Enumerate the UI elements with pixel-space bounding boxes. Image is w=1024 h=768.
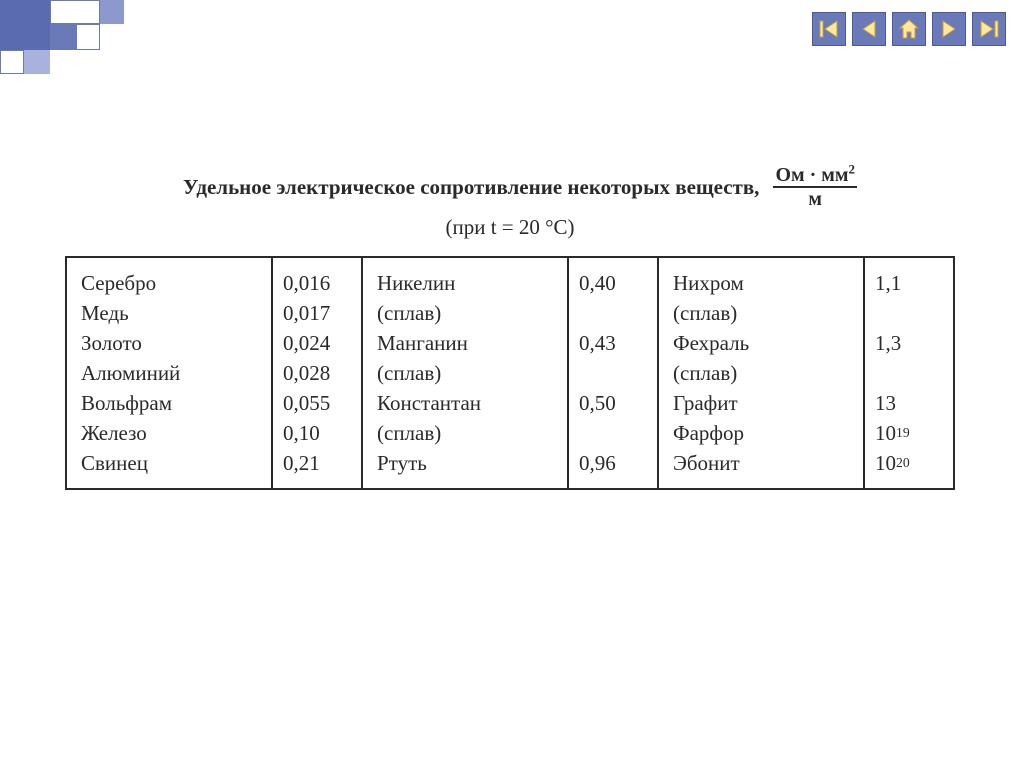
value-cell: 0,055 (283, 388, 351, 418)
material-cell: Фарфор (673, 418, 859, 448)
value-cell (579, 418, 647, 448)
home-icon (897, 17, 921, 41)
value-cell: 1019 (875, 418, 943, 448)
last-slide-button[interactable] (972, 12, 1006, 46)
material-cell: Графит (673, 388, 859, 418)
value-cell: 1,1 (875, 268, 943, 298)
value-cell: 0,21 (283, 448, 351, 478)
slide-subtitle: (при t = 20 °C) (65, 215, 955, 240)
material-cell: (сплав) (673, 358, 859, 388)
material-cell: Никелин (377, 268, 563, 298)
material-cell: Медь (81, 298, 267, 328)
first-icon (817, 17, 841, 41)
decor-square (76, 24, 100, 50)
value-cell: 0,016 (283, 268, 351, 298)
value-column: 0,40 0,43 0,50 0,96 (569, 258, 657, 488)
corner-decor (0, 0, 220, 70)
material-cell: (сплав) (673, 298, 859, 328)
value-cell (875, 298, 943, 328)
table-column-group: Нихром(сплав)Фехраль(сплав)ГрафитФарфорЭ… (659, 258, 953, 488)
next-slide-button[interactable] (932, 12, 966, 46)
decor-square (100, 0, 124, 24)
material-cell: Константан (377, 388, 563, 418)
slide-content: Удельное электрическое сопротивление нек… (65, 165, 955, 490)
value-cell: 0,96 (579, 448, 647, 478)
decor-square (50, 24, 76, 50)
unit-denominator: м (808, 188, 822, 209)
unit-fraction: Ом · мм2 м (773, 165, 857, 209)
value-cell: 0,10 (283, 418, 351, 448)
value-cell: 0,024 (283, 328, 351, 358)
material-column: СереброМедьЗолотоАлюминийВольфрамЖелезоС… (67, 258, 273, 488)
resistivity-table: СереброМедьЗолотоАлюминийВольфрамЖелезоС… (65, 256, 955, 490)
material-cell: Свинец (81, 448, 267, 478)
slide-nav (812, 12, 1006, 46)
value-cell (875, 358, 943, 388)
value-cell: 0,50 (579, 388, 647, 418)
prev-slide-button[interactable] (852, 12, 886, 46)
title-text: Удельное электрическое сопротивление нек… (183, 175, 759, 200)
value-cell: 1020 (875, 448, 943, 478)
decor-square (50, 0, 100, 24)
prev-icon (857, 17, 881, 41)
material-column: Никелин(сплав)Манганин(сплав)Константан(… (363, 258, 569, 488)
slide-title: Удельное электрическое сопротивление нек… (65, 165, 955, 209)
last-icon (977, 17, 1001, 41)
value-column: 1,1 1,3 1310191020 (865, 258, 953, 488)
decor-square (24, 50, 50, 74)
unit-numerator: Ом · мм2 (773, 165, 857, 188)
material-column: Нихром(сплав)Фехраль(сплав)ГрафитФарфорЭ… (659, 258, 865, 488)
material-cell: (сплав) (377, 418, 563, 448)
material-cell: Золото (81, 328, 267, 358)
table-column-group: Никелин(сплав)Манганин(сплав)Константан(… (363, 258, 659, 488)
material-cell: Фехраль (673, 328, 859, 358)
material-cell: Серебро (81, 268, 267, 298)
value-cell: 13 (875, 388, 943, 418)
material-cell: Манганин (377, 328, 563, 358)
value-cell: 0,028 (283, 358, 351, 388)
value-cell: 0,017 (283, 298, 351, 328)
value-cell: 0,43 (579, 328, 647, 358)
value-cell (579, 358, 647, 388)
material-cell: Железо (81, 418, 267, 448)
material-cell: Эбонит (673, 448, 859, 478)
material-cell: Вольфрам (81, 388, 267, 418)
material-cell: (сплав) (377, 298, 563, 328)
next-icon (937, 17, 961, 41)
home-button[interactable] (892, 12, 926, 46)
material-cell: Ртуть (377, 448, 563, 478)
material-cell: (сплав) (377, 358, 563, 388)
decor-square (0, 50, 24, 74)
table-column-group: СереброМедьЗолотоАлюминийВольфрамЖелезоС… (67, 258, 363, 488)
value-column: 0,0160,0170,0240,0280,0550,100,21 (273, 258, 361, 488)
material-cell: Нихром (673, 268, 859, 298)
first-slide-button[interactable] (812, 12, 846, 46)
value-cell (579, 298, 647, 328)
value-cell: 0,40 (579, 268, 647, 298)
material-cell: Алюминий (81, 358, 267, 388)
decor-square (0, 0, 50, 50)
value-cell: 1,3 (875, 328, 943, 358)
